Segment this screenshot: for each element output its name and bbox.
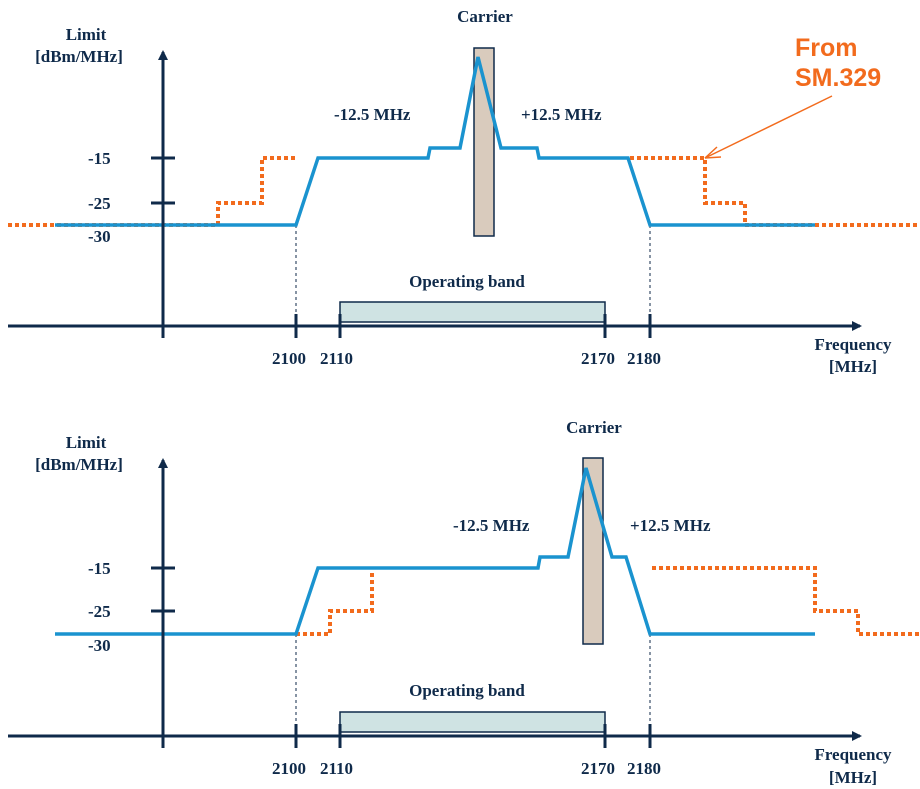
- y-tick-label: -25: [88, 602, 111, 621]
- annotation-arrow: [704, 95, 833, 159]
- y-tick-marks: [151, 566, 175, 613]
- annotation-arrow-head: [704, 146, 722, 159]
- x-tick-label: 2100: [272, 349, 306, 368]
- emission-mask-line: [55, 56, 815, 227]
- panel-top: Limit [dBm/MHz] -15 -25 -30 Carrier -12.…: [8, 7, 920, 376]
- annotation-line2: SM.329: [795, 64, 881, 92]
- y-axis-label-line2: [dBm/MHz]: [35, 455, 123, 474]
- y-axis-label-line2: [dBm/MHz]: [35, 47, 123, 66]
- offset-plus-label: +12.5 MHz: [630, 516, 711, 535]
- frequency-guides: [295, 634, 651, 736]
- carrier-label: Carrier: [566, 418, 622, 437]
- y-tick-label: -25: [88, 194, 111, 213]
- offset-plus-label: +12.5 MHz: [521, 105, 602, 124]
- y-tick-marks: [151, 156, 175, 205]
- x-tick-label: 2100: [272, 759, 306, 778]
- x-axis-label-line2: [MHz]: [829, 357, 877, 376]
- x-axis-label-line1: Frequency: [814, 745, 892, 764]
- x-tick-marks: [294, 314, 652, 338]
- x-axis-label-line1: Frequency: [814, 335, 892, 354]
- y-tick-label: -15: [88, 559, 111, 578]
- x-axis-label-line2: [MHz]: [829, 768, 877, 787]
- x-tick-label: 2110: [320, 349, 353, 368]
- annotation-line1: From: [795, 34, 858, 62]
- x-tick-label: 2170: [581, 349, 615, 368]
- x-tick-label: 2110: [320, 759, 353, 778]
- frequency-guides: [295, 225, 651, 326]
- y-axis-label-line1: Limit: [66, 25, 107, 44]
- x-tick-label: 2180: [627, 349, 661, 368]
- operating-band-label: Operating band: [409, 681, 525, 700]
- offset-minus-label: -12.5 MHz: [334, 105, 411, 124]
- emission-mask-line: [55, 467, 815, 636]
- carrier-label: Carrier: [457, 7, 513, 26]
- x-tick-label: 2180: [627, 759, 661, 778]
- x-tick-marks: [294, 724, 652, 748]
- y-tick-label: -30: [88, 636, 111, 655]
- y-tick-label: -30: [88, 227, 111, 246]
- offset-minus-label: -12.5 MHz: [453, 516, 530, 535]
- operating-band-label: Operating band: [409, 272, 525, 291]
- panel-bottom: Limit [dBm/MHz] -15 -25 -30 Carrier -12.…: [8, 418, 920, 787]
- operating-band-box: [339, 301, 606, 323]
- sm329-limit-line: [8, 156, 920, 227]
- operating-band-box: [339, 711, 606, 733]
- y-axis-label-line1: Limit: [66, 433, 107, 452]
- x-tick-label: 2170: [581, 759, 615, 778]
- y-tick-label: -15: [88, 149, 111, 168]
- sm329-limit-line: [296, 566, 920, 636]
